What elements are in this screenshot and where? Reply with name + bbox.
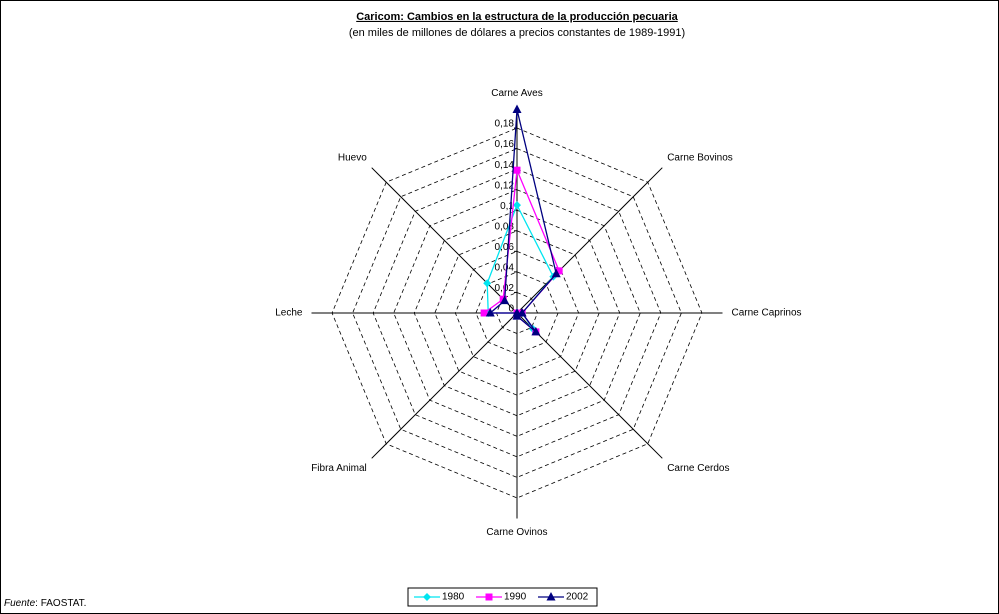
- marker: [555, 267, 563, 275]
- source-label: Fuente: [4, 598, 36, 609]
- marker: [513, 201, 521, 210]
- marker: [500, 295, 510, 305]
- marker: [485, 308, 495, 317]
- tick-label: 0,08: [495, 221, 515, 232]
- marker: [512, 104, 522, 114]
- tick-label: 0,1: [500, 201, 514, 212]
- legend-box: [407, 587, 598, 607]
- marker: [423, 593, 431, 601]
- tick-label: 0,16: [495, 139, 515, 150]
- marker: [480, 309, 488, 317]
- axis-line: [371, 312, 518, 459]
- tick-label: 0,14: [495, 160, 515, 171]
- source: Fuente: FAOSTAT.: [4, 598, 86, 609]
- tick-label: 0,18: [495, 119, 515, 130]
- tick-label: 0,04: [495, 263, 515, 274]
- axis-line: [516, 312, 663, 459]
- marker: [531, 326, 541, 336]
- category-label: Fibra Animal: [311, 463, 367, 474]
- marker: [546, 592, 556, 601]
- legend-label: 1980: [442, 592, 465, 603]
- category-label: Carne Aves: [491, 88, 543, 99]
- legend-label: 2002: [566, 592, 589, 603]
- marker: [551, 268, 561, 278]
- category-label: Carne Cerdos: [667, 463, 729, 474]
- tick-label: 0,12: [495, 180, 515, 191]
- category-label: Carne Bovinos: [667, 152, 733, 163]
- legend-label: 1990: [504, 592, 527, 603]
- chart-title: Caricom: Cambios en la estructura de la …: [356, 11, 678, 23]
- category-label: Huevo: [338, 152, 367, 163]
- marker: [483, 279, 492, 288]
- category-label: Leche: [275, 308, 303, 319]
- marker: [512, 308, 522, 317]
- axis-line: [371, 167, 518, 314]
- chart-subtitle: (en miles de millones de dólares a preci…: [349, 27, 685, 39]
- category-label: Carne Ovinos: [486, 527, 547, 538]
- marker: [513, 166, 521, 174]
- marker: [485, 593, 493, 601]
- tick-label: 0: [508, 304, 514, 315]
- category-label: Carne Caprinos: [732, 308, 802, 319]
- source-text: : FAOSTAT.: [35, 598, 86, 609]
- axis-line: [516, 167, 663, 314]
- tick-label: 0,06: [495, 242, 515, 253]
